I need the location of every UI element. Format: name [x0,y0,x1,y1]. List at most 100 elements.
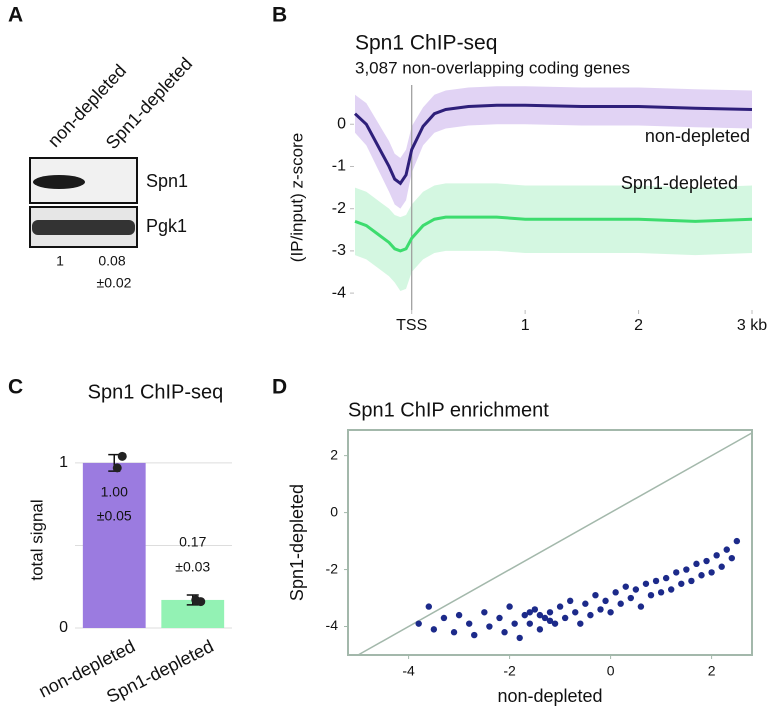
scatter-point [632,586,640,593]
scatter-point [728,554,735,562]
scatter-point [678,580,685,587]
value-label: 0.17 [179,534,206,550]
scatter-point [567,597,574,605]
panel-label: C [8,376,23,399]
scatter-point [486,623,493,630]
scatter-point [693,560,700,568]
x-tick-label: 2 [708,663,716,679]
series-label: non-depleted [645,126,750,146]
panel-label: B [272,4,287,27]
chart-title: Spn1 ChIP enrichment [348,399,549,421]
replicate-point [112,463,122,473]
y-tick-label: -2 [332,200,346,217]
y-tick-label: -4 [326,617,339,633]
blot-band [32,220,135,235]
panel-label: A [8,4,23,27]
scatter-point [602,597,609,605]
western-blot: non-depleted Spn1-depleted Spn1 Pgk1 1 0… [29,54,196,291]
x-tick-label: 2 [634,317,643,334]
scatter-point [673,569,680,576]
scatter-point [455,611,463,619]
chart-title: Spn1 ChIP-seq [355,32,497,55]
scatter-point [627,594,634,602]
chart-subtitle: 3,087 non-overlapping coding genes [355,58,630,77]
scatter-point [582,600,589,607]
scatter-point [718,563,725,570]
row-label: Pgk1 [146,216,187,236]
y-tick-label: 0 [59,619,68,636]
y-tick-label: -4 [332,284,346,301]
quant-label: 0.08 [98,253,125,269]
scatter-point [561,614,569,622]
scatter-point [698,572,705,579]
scatter-point [617,600,624,607]
scatter-point [511,620,518,627]
scatter-point [466,620,473,627]
confidence-band [355,183,752,292]
replicate-point [191,595,201,605]
x-axis-label: non-depleted [497,686,602,706]
scatter-point [501,629,508,636]
error-label: ±0.05 [97,508,132,524]
y-axis-label: total signal [27,499,46,580]
scatter-point [662,574,670,582]
scatter-point [556,603,564,610]
x-tick-label: 3 kb [737,317,767,334]
scatter-point [637,603,645,610]
scatter-point [668,586,675,593]
x-tick-label: 1 [521,317,530,334]
chart-title: Spn1 ChIP-seq [88,381,224,403]
error-label: ±0.03 [175,559,210,575]
scatter-point [612,589,619,596]
scatter-point [415,620,422,627]
row-label: Spn1 [146,171,188,191]
y-tick-label: 2 [330,446,338,462]
scatter-point [450,629,458,636]
scatter-point [425,603,432,610]
line [354,215,753,253]
series-label: Spn1-depleted [621,173,738,193]
scatter-point [713,552,720,559]
quant-error: ±0.02 [97,275,132,291]
scatter-point [597,606,604,613]
scatter-point [440,614,448,622]
x-tick-label: TSS [396,317,427,334]
y-tick-label: -1 [332,158,346,175]
blot-band [33,175,85,189]
y-axis-label: Spn1-depleted [287,484,307,601]
scatter-point [516,634,523,642]
scatter-point [430,626,438,633]
scatter-point [541,614,549,622]
scatter-point [526,609,533,616]
scatter-point [622,583,629,590]
scatter-point [546,617,554,625]
scatter-point [526,620,533,627]
value-label: 1.00 [101,484,128,500]
x-tick-label: 0 [607,663,615,679]
scatter-point [587,611,594,619]
scatter-point [657,589,665,596]
quant-label: 1 [56,253,64,269]
scatter-point [577,620,584,627]
plot-frame [347,429,753,656]
scatter-point [536,626,544,633]
line [353,103,753,186]
scatter-point [551,620,559,627]
scatter-point [703,557,710,565]
bar [82,462,146,628]
scatter-point [723,546,730,553]
scatter-point [521,611,528,619]
scatter-point [572,609,579,616]
y-tick-label: 0 [337,115,346,132]
scatter-point [733,537,741,545]
confidence-band [355,86,752,209]
scatter-point [471,631,478,639]
y-axis-label: (IP/input) z-score [287,133,306,262]
y-tick-label: 1 [59,454,68,471]
scatter-point [647,591,655,599]
scatter-point [642,580,650,587]
scatter-point [506,603,513,610]
scatter-point [652,577,660,585]
x-tick-label: -2 [503,663,516,679]
